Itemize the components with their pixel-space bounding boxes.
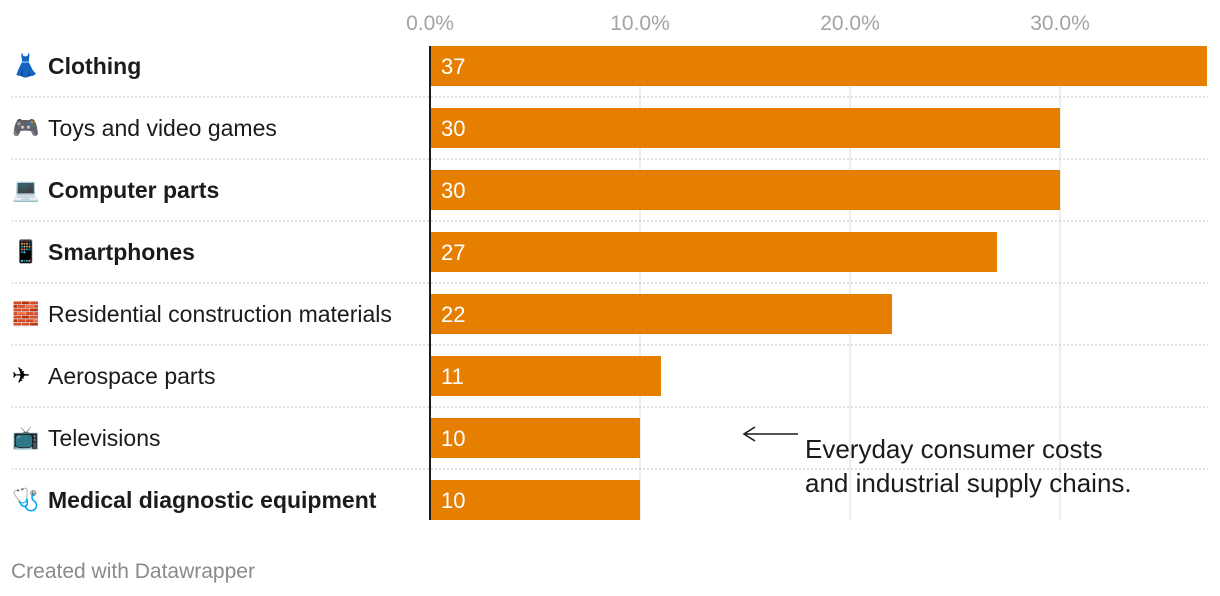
category-label: Computer parts <box>48 177 219 203</box>
category-labels: Clothing Toys and video games Computer par… <box>48 53 392 513</box>
x-tick-label: 30.0% <box>1030 12 1090 35</box>
bar-value-label: 22 <box>441 302 465 327</box>
airplane-icon: ✈ <box>12 363 31 388</box>
bar-value-label: 10 <box>441 488 465 513</box>
annotation-line-1: Everyday consumer costs <box>805 434 1103 464</box>
footer-credit: Created with Datawrapper <box>11 560 255 583</box>
bar-value-label: 10 <box>441 426 465 451</box>
bar <box>430 418 640 458</box>
category-label: Clothing <box>48 53 141 79</box>
bar-value-label: 27 <box>441 240 465 265</box>
bar <box>430 46 1207 86</box>
smartphone-icon: 📱 <box>12 239 40 264</box>
x-axis-ticks: 0.0% 10.0% 20.0% 30.0% <box>406 12 1090 35</box>
x-tick-label: 10.0% <box>610 12 670 35</box>
bar <box>430 480 640 520</box>
annotation: Everyday consumer costs and industrial s… <box>742 426 1132 498</box>
category-label: Smartphones <box>48 239 195 265</box>
gamepad-icon: 🎮 <box>12 115 40 140</box>
x-tick-label: 0.0% <box>406 12 454 35</box>
bars: 37 30 30 27 22 11 10 10 <box>430 46 1207 520</box>
x-tick-label: 20.0% <box>820 12 880 35</box>
category-label: Toys and video games <box>48 115 277 141</box>
television-icon: 📺 <box>12 425 40 450</box>
annotation-arrow-head <box>742 426 756 442</box>
dress-icon: 👗 <box>12 53 40 78</box>
bar <box>430 170 1060 210</box>
category-label: Televisions <box>48 425 161 451</box>
bar-value-label: 30 <box>441 116 465 141</box>
bricks-icon: 🧱 <box>12 301 40 326</box>
bar <box>430 356 661 396</box>
category-label: Aerospace parts <box>48 363 215 389</box>
bar <box>430 232 997 272</box>
row-separators <box>11 96 1208 470</box>
bar-value-label: 11 <box>441 364 464 389</box>
laptop-icon: 💻 <box>12 177 40 202</box>
bar <box>430 294 892 334</box>
annotation-line-2: and industrial supply chains. <box>805 468 1132 498</box>
bar <box>430 108 1060 148</box>
category-label: Residential construction materials <box>48 301 392 327</box>
stethoscope-icon: 🩺 <box>12 487 40 512</box>
bar-value-label: 30 <box>441 178 465 203</box>
bar-value-label: 37 <box>441 54 465 79</box>
category-label: Medical diagnostic equipment <box>48 487 377 513</box>
